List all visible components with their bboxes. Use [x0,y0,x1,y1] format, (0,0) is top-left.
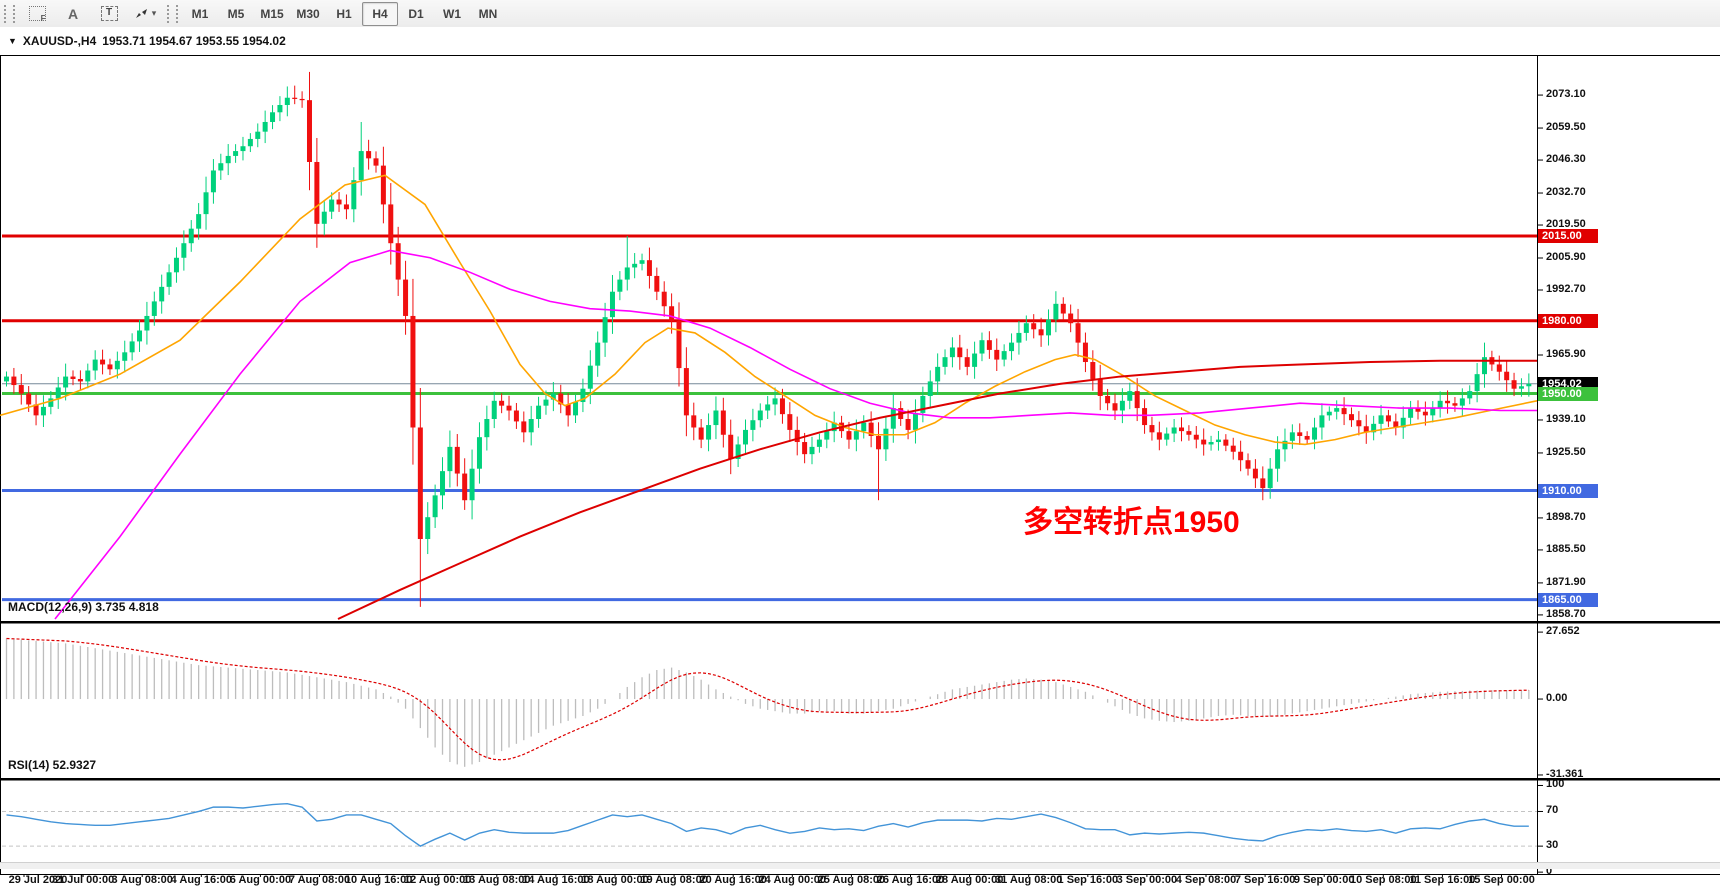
chart-canvas[interactable] [0,27,1720,895]
time-tick: 18 Aug 00:00 [581,874,649,886]
price-tick: 1925.50 [1546,445,1586,458]
text-box-icon[interactable]: T [91,2,127,26]
time-tick: 12 Aug 00:00 [403,874,472,886]
price-tick: 1965.90 [1546,347,1586,360]
chart-title: ▼ XAUUSD-,H4 1953.71 1954.67 1953.55 195… [8,34,286,48]
price-tick: 2059.50 [1546,121,1586,134]
rsi-tick: 30 [1546,839,1559,852]
price-tick: 2019.50 [1546,218,1586,231]
cursor-arrows-icon[interactable]: ▾ [127,2,163,26]
timeframe-button-m30[interactable]: M30 [296,6,320,21]
price-tag-1910.00: 1910.00 [1538,483,1598,498]
time-tick: 3 Sep 00:00 [1116,874,1178,886]
time-tick: 13 Aug 08:00 [463,874,531,886]
time-tick: 3 Aug 08:00 [111,874,173,886]
rsi-tick: 70 [1546,804,1559,817]
macd-tick: -31.361 [1546,767,1584,780]
price-tag-1950.00: 1950.00 [1538,386,1598,401]
text-label-icon[interactable]: A [67,5,79,22]
time-tick: 4 Aug 16:00 [170,874,232,886]
ohlc-values: 1953.71 1954.67 1953.55 1954.02 [102,34,286,48]
time-tick: 28 Aug 00:00 [935,874,1004,886]
timeframe-button-h4[interactable]: H4 [362,1,398,26]
price-tick: 1939.10 [1546,412,1586,425]
timeframe-button-group: M1 M5 M15 M30 H1 H4 D1 W1 MN [182,1,506,26]
time-tick: 31 Jul 00:00 [51,874,115,886]
price-tick: 1858.70 [1546,607,1586,620]
timeframe-button-d1[interactable]: D1 [408,6,424,21]
bottom-strip [0,862,1720,869]
timeframe-button-m5[interactable]: M5 [227,6,245,21]
toolbar-grip-handle-2[interactable] [167,4,178,23]
price-tick: 2005.90 [1546,251,1586,263]
timeframe-button-m15[interactable]: M15 [260,6,284,21]
rsi-tick: 0 [1546,865,1553,878]
dropdown-caret-icon: ▾ [151,8,157,18]
toolbar: F A T ▾ M1 M5 M15 M30 H1 H4 D1 W1 MN [0,0,1720,28]
macd-tick: 27.652 [1546,625,1580,638]
time-tick: 25 Aug 08:00 [817,874,886,886]
macd-indicator-label: MACD(12,26,9) 3.735 4.818 [8,600,159,614]
time-tick: 10 Aug 16:00 [344,874,413,886]
time-tick: 6 Aug 00:00 [229,874,292,886]
rsi-indicator-label: RSI(14) 52.9327 [8,758,97,772]
timeframe-button-m1[interactable]: M1 [191,6,209,21]
time-tick: 7 Aug 08:00 [288,874,351,886]
time-tick: 26 Aug 16:00 [876,874,945,886]
time-tick: 11 Sep 16:00 [1409,874,1476,886]
time-tick: 20 Aug 16:00 [699,874,767,886]
price-tick: 1992.70 [1546,283,1586,295]
chart-area[interactable]: ▼ XAUUSD-,H4 1953.71 1954.67 1953.55 195… [0,27,1720,895]
time-tick: 1 Sep 16:00 [1057,874,1119,886]
price-tick: 1885.50 [1546,542,1586,555]
price-tick: 2046.30 [1546,153,1586,166]
chart-text-annotation[interactable]: 多空转折点1950 [1023,506,1240,539]
time-tick: 15 Sep 00:00 [1468,874,1535,886]
rsi-value: 52.9327 [49,758,97,772]
time-tick: 19 Aug 08:00 [640,874,708,886]
timeframe-button-h1[interactable]: H1 [336,6,352,21]
rsi-tick: 100 [1546,778,1565,791]
macd-values: 3.735 4.818 [92,600,159,614]
macd-tick: 0.00 [1546,692,1568,705]
price-tick: 1898.70 [1546,510,1586,523]
time-tick: 7 Sep 16:00 [1234,874,1296,886]
time-tick: 31 Aug 08:00 [994,874,1063,886]
timeframe-button-w1[interactable]: W1 [443,6,461,21]
price-tick: 2032.70 [1546,186,1586,199]
time-tick: 14 Aug 16:00 [522,874,590,886]
timeframe-button-mn[interactable]: MN [478,6,498,21]
time-tick: 4 Sep 08:00 [1175,874,1237,886]
price-tag-1980.00: 1980.00 [1538,313,1598,328]
price-tick: 1871.90 [1546,575,1586,588]
time-tick: 9 Sep 00:00 [1293,874,1355,886]
time-tick: 29 Jul 2020 [8,874,68,886]
time-tick: 24 Aug 00:00 [758,874,827,886]
symbol-dropdown-icon[interactable]: ▼ [8,36,17,46]
price-tag-1865.00: 1865.00 [1538,592,1598,607]
price-tick: 2073.10 [1546,88,1586,101]
dotted-grid-f-icon[interactable]: F [19,2,55,26]
symbol-label: XAUUSD-,H4 [22,34,97,48]
price-tag-2015.00: 2015.00 [1538,228,1598,243]
toolbar-grip-handle[interactable] [4,4,15,23]
time-tick: 10 Sep 08:00 [1349,874,1417,886]
